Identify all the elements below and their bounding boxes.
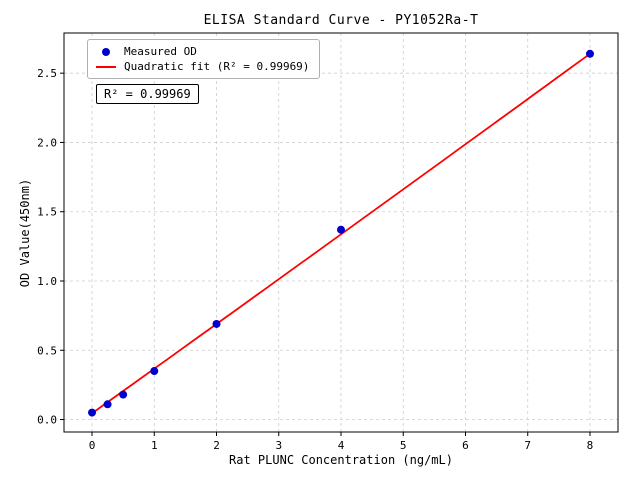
svg-text:3: 3 bbox=[275, 439, 282, 452]
svg-text:8: 8 bbox=[587, 439, 594, 452]
svg-text:7: 7 bbox=[524, 439, 531, 452]
scatter-marker-icon bbox=[102, 47, 110, 56]
legend-item-measured-od: Measured OD bbox=[96, 44, 309, 59]
line-marker-icon bbox=[96, 65, 116, 68]
r-squared-annotation: R² = 0.99969 bbox=[96, 84, 199, 104]
legend: Measured OD Quadratic fit (R² = 0.99969) bbox=[87, 39, 321, 79]
legend-item-quadratic-fit: Quadratic fit (R² = 0.99969) bbox=[96, 59, 309, 74]
legend-label-quadratic-fit: Quadratic fit (R² = 0.99969) bbox=[124, 60, 310, 73]
svg-text:2.5: 2.5 bbox=[37, 67, 57, 80]
svg-text:5: 5 bbox=[400, 439, 407, 452]
svg-text:1: 1 bbox=[151, 439, 158, 452]
y-axis-label: OD Value(450nm) bbox=[18, 178, 32, 288]
svg-text:0: 0 bbox=[89, 439, 96, 452]
svg-text:4: 4 bbox=[338, 439, 345, 452]
svg-text:1.0: 1.0 bbox=[37, 275, 57, 288]
chart-title: ELISA Standard Curve - PY1052Ra-T bbox=[203, 13, 479, 28]
svg-text:6: 6 bbox=[462, 439, 469, 452]
svg-text:1.5: 1.5 bbox=[37, 206, 57, 219]
svg-text:0.5: 0.5 bbox=[37, 344, 57, 357]
svg-text:0.0: 0.0 bbox=[37, 414, 57, 427]
x-axis-label: Rat PLUNC Concentration (ng/mL) bbox=[229, 453, 453, 467]
svg-text:2.0: 2.0 bbox=[37, 136, 57, 149]
legend-label-measured-od: Measured OD bbox=[124, 45, 197, 58]
svg-text:2: 2 bbox=[213, 439, 220, 452]
